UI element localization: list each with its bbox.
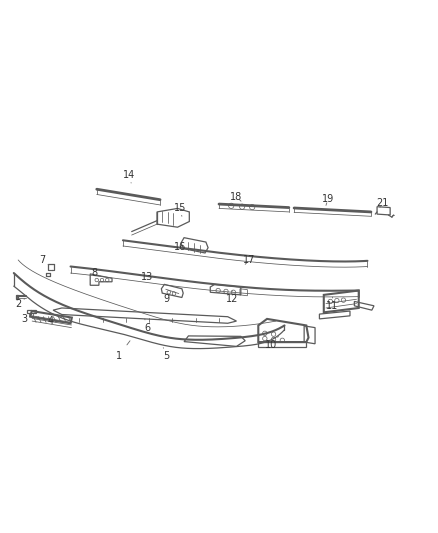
Text: 4: 4 xyxy=(48,314,57,326)
Text: 3: 3 xyxy=(21,312,35,324)
Text: 21: 21 xyxy=(377,198,389,208)
Text: 17: 17 xyxy=(244,255,256,265)
Text: 5: 5 xyxy=(163,348,170,361)
Text: 6: 6 xyxy=(144,319,150,333)
Text: 1: 1 xyxy=(116,341,130,361)
Text: 8: 8 xyxy=(92,268,101,278)
Text: 16: 16 xyxy=(173,242,186,252)
Text: 7: 7 xyxy=(39,255,49,265)
Text: 9: 9 xyxy=(163,294,170,304)
Text: 2: 2 xyxy=(15,298,25,309)
Text: 10: 10 xyxy=(265,336,279,350)
Text: 19: 19 xyxy=(322,194,334,205)
Text: 14: 14 xyxy=(124,170,136,183)
Text: 18: 18 xyxy=(230,192,243,201)
Text: 12: 12 xyxy=(226,290,238,304)
Text: 15: 15 xyxy=(173,203,186,216)
Text: 11: 11 xyxy=(326,297,339,311)
Text: 13: 13 xyxy=(141,272,158,282)
